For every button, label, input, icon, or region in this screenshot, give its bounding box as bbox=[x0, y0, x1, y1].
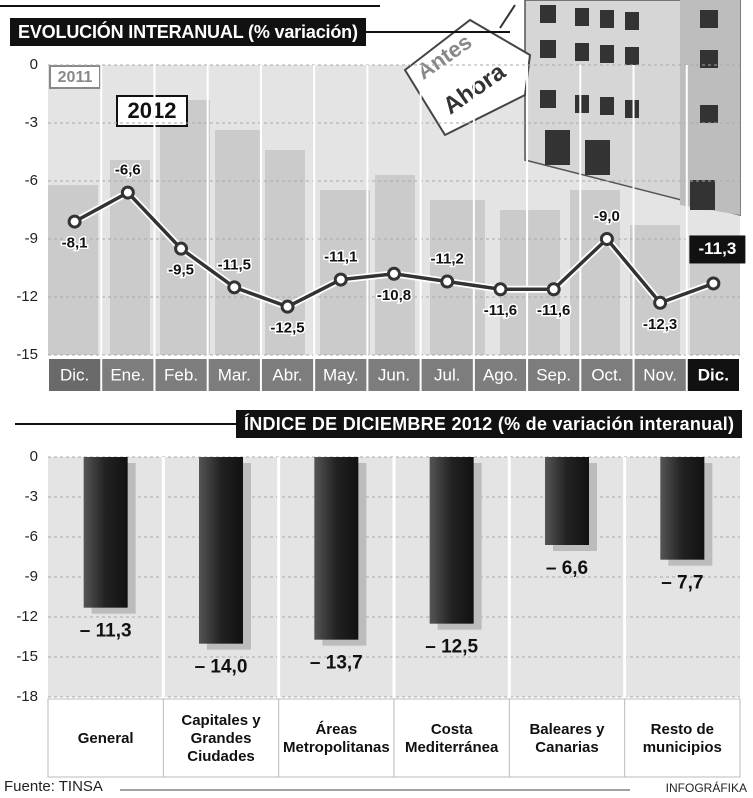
chart-title: ÍNDICE DE DICIEMBRE 2012 (% de variación… bbox=[244, 413, 734, 434]
value-label: -11,3 bbox=[698, 239, 736, 258]
value-label: -11,1 bbox=[324, 249, 357, 266]
marker bbox=[282, 301, 293, 312]
marker bbox=[495, 284, 506, 295]
y-tick-label: -9 bbox=[25, 230, 38, 247]
x-tick-label: Baleares y Canarias bbox=[515, 701, 618, 777]
x-tick-label: Jun. bbox=[378, 365, 410, 384]
x-tick-label: Abr. bbox=[272, 365, 302, 384]
x-tick-label: Dic. bbox=[698, 365, 729, 384]
x-tick-label: Áreas Metropolitanas bbox=[285, 701, 388, 777]
value-label: – 13,7 bbox=[310, 653, 363, 674]
bar bbox=[545, 457, 589, 545]
credit: INFOGRÁFIKA bbox=[666, 781, 747, 795]
x-tick-label: Ene. bbox=[110, 365, 145, 384]
y-tick-label: -3 bbox=[25, 488, 38, 505]
value-label: – 7,7 bbox=[661, 573, 703, 594]
marker bbox=[601, 234, 612, 245]
value-label: -9,5 bbox=[168, 262, 194, 279]
value-label: -11,6 bbox=[484, 302, 517, 319]
value-label: – 12,5 bbox=[425, 637, 478, 658]
y-tick-label: 0 bbox=[30, 448, 38, 465]
marker bbox=[389, 268, 400, 279]
y-tick-label: -9 bbox=[25, 568, 38, 585]
x-tick-label: Dic. bbox=[60, 365, 89, 384]
marker bbox=[655, 297, 666, 308]
x-tick-label: General bbox=[54, 701, 157, 777]
marker bbox=[69, 216, 80, 227]
chart-title: EVOLUCIÓN INTERANUAL (% variación) bbox=[18, 21, 358, 42]
x-tick-label: Nov. bbox=[643, 365, 677, 384]
bar bbox=[660, 457, 704, 560]
y-tick-label: -3 bbox=[25, 114, 38, 131]
value-label: -6,6 bbox=[115, 162, 141, 179]
x-tick-label: Sep. bbox=[536, 365, 571, 384]
marker bbox=[442, 276, 453, 287]
x-tick-label: Feb. bbox=[164, 365, 198, 384]
y-tick-label: -6 bbox=[25, 528, 38, 545]
x-tick-label: May. bbox=[323, 365, 359, 384]
bar bbox=[84, 457, 128, 608]
y-tick-label: -12 bbox=[16, 288, 38, 305]
value-label: -10,8 bbox=[377, 287, 411, 304]
year-label-2011: 2011 bbox=[58, 69, 93, 86]
marker bbox=[335, 274, 346, 285]
x-tick-label: Mar. bbox=[218, 365, 251, 384]
marker bbox=[708, 278, 719, 289]
marker bbox=[229, 282, 240, 293]
y-tick-label: -6 bbox=[25, 172, 38, 189]
bar bbox=[430, 457, 474, 624]
chart: Antes Ahora EVOLUCIÓN INTERANUAL (% vari… bbox=[0, 0, 753, 798]
bar bbox=[199, 457, 243, 644]
bar bbox=[314, 457, 358, 640]
marker bbox=[122, 187, 133, 198]
x-tick-label: Resto de municipios bbox=[631, 701, 734, 777]
y-tick-label: -18 bbox=[16, 688, 38, 705]
value-label: -12,5 bbox=[270, 320, 304, 337]
x-tick-label: Costa Mediterránea bbox=[400, 701, 503, 777]
x-tick-label: Jul. bbox=[434, 365, 460, 384]
infographic: Antes Ahora EVOLUCIÓN INTERANUAL (% vari… bbox=[0, 0, 753, 798]
value-label: – 6,6 bbox=[546, 558, 588, 579]
value-label: -12,3 bbox=[643, 316, 677, 333]
x-tick-label: Ago. bbox=[483, 365, 518, 384]
y-tick-label: -15 bbox=[16, 648, 38, 665]
value-label: -11,6 bbox=[537, 302, 570, 319]
value-label: -11,2 bbox=[431, 251, 464, 268]
x-tick-label: Capitales y Grandes Ciudades bbox=[169, 701, 272, 777]
value-label: – 11,3 bbox=[80, 621, 132, 642]
value-label: -9,0 bbox=[594, 208, 620, 225]
y-tick-label: 0 bbox=[30, 56, 38, 73]
source: Fuente: TINSA bbox=[4, 778, 103, 795]
x-tick-label: Oct. bbox=[591, 365, 622, 384]
year-label-2012: 2012 bbox=[128, 98, 177, 123]
y-tick-label: -12 bbox=[16, 608, 38, 625]
y-tick-label: -15 bbox=[16, 346, 38, 363]
value-label: – 14,0 bbox=[195, 657, 248, 678]
value-label: -8,1 bbox=[62, 235, 88, 252]
value-label: -11,5 bbox=[218, 256, 251, 273]
marker bbox=[548, 284, 559, 295]
marker bbox=[176, 243, 187, 254]
